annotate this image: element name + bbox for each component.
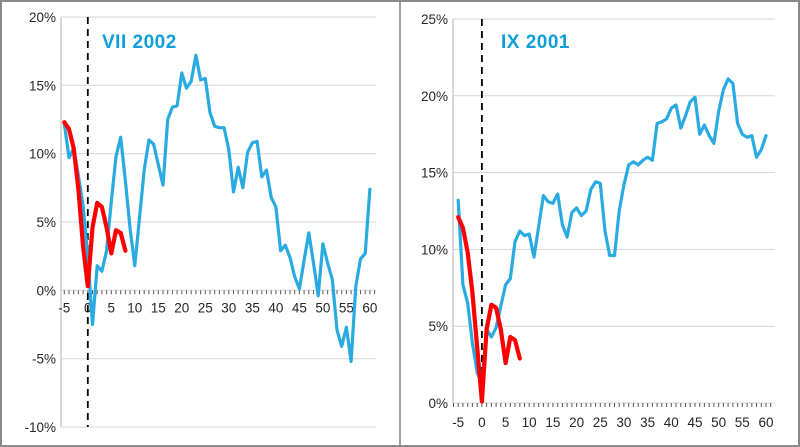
x-tick-label: 45 <box>687 415 702 430</box>
x-tick-label: 30 <box>221 300 236 315</box>
y-tick-label: 10% <box>421 242 448 257</box>
y-tick-label: 0% <box>428 396 448 411</box>
x-tick-label: 5 <box>502 415 510 430</box>
x-tick-label: 60 <box>758 415 773 430</box>
x-tick-label: 25 <box>198 300 213 315</box>
line-chart-ix-2001: 25% 20% 15% 10% 5% 0% -5 0 5 10 15 20 25 30 35 40 45 50 55… <box>421 12 775 430</box>
x-tick-label: 60 <box>362 300 377 315</box>
y-tick-label: -5% <box>32 352 56 367</box>
panel-divider <box>399 2 401 445</box>
series-line-blue-past-crisis-path <box>62 53 372 363</box>
y-tick-label: 10% <box>29 147 56 162</box>
chart-panel-right: 25% 20% 15% 10% 5% 0% -5 0 5 10 15 20 25 30 35 40 45 50 55… <box>401 2 798 445</box>
x-tick-label: -5 <box>58 300 70 315</box>
x-tick-label: 10 <box>127 300 142 315</box>
y-tick-label: 0% <box>36 283 56 298</box>
x-tick-label: 0 <box>478 415 486 430</box>
x-tick-label: 20 <box>174 300 189 315</box>
x-tick-label: 35 <box>640 415 655 430</box>
x-tick-label: 40 <box>664 415 679 430</box>
series-line-blue-past-crisis-path <box>456 77 768 387</box>
line-chart-vii-2002: 20%15%10%5%0%-5%-10%-5051015202530354045… <box>24 10 377 435</box>
x-tick-label: 25 <box>593 415 608 430</box>
chart-panel-left: 20%15%10%5%0%-5%-10%-5051015202530354045… <box>2 2 399 445</box>
y-tick-label: 25% <box>421 12 448 27</box>
y-tick-label: 5% <box>428 319 448 334</box>
x-tick-label: 15 <box>151 300 166 315</box>
y-tick-label: 20% <box>29 10 56 25</box>
x-tick-label: 20 <box>569 415 584 430</box>
x-tick-label: 50 <box>315 300 330 315</box>
x-tick-label: 55 <box>735 415 750 430</box>
y-tick-label: 15% <box>29 78 56 93</box>
x-tick-label: 45 <box>292 300 307 315</box>
x-tick-label: 55 <box>339 300 354 315</box>
y-tick-label: -10% <box>24 420 56 435</box>
x-tick-label: 15 <box>545 415 560 430</box>
y-tick-label: 5% <box>36 215 56 230</box>
x-tick-label: 35 <box>245 300 260 315</box>
x-tick-label: -5 <box>452 415 464 430</box>
x-tick-label: 40 <box>268 300 283 315</box>
series-line-red-current-crisis-path <box>62 120 128 289</box>
x-tick-label: 10 <box>522 415 537 430</box>
y-tick-label: 20% <box>421 89 448 104</box>
series-line-red-current-crisis-path <box>456 215 522 404</box>
x-tick-label: 30 <box>616 415 631 430</box>
x-tick-label: 5 <box>108 300 116 315</box>
x-tick-label: 50 <box>711 415 726 430</box>
y-tick-label: 15% <box>421 166 448 181</box>
